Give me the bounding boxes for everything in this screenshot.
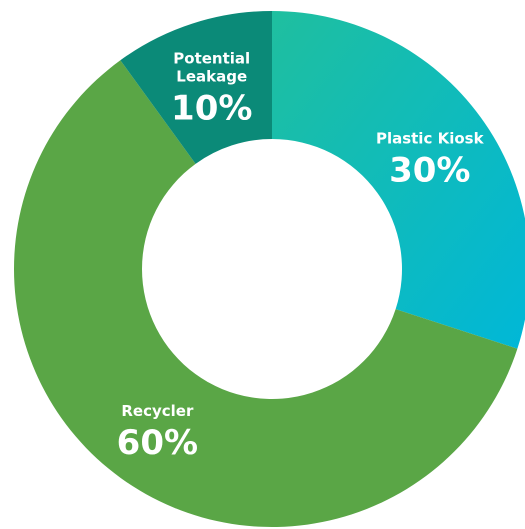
donut-labels: Plastic Kiosk 30% Recycler 60% PotentialLeak… (117, 50, 485, 463)
slice-plastic-kiosk[interactable] (272, 11, 525, 349)
donut-slices (13, 11, 525, 527)
slice-percentage: 10% (171, 89, 252, 129)
slice-label: Recycler (121, 402, 194, 420)
slice-potential-leakage[interactable] (120, 11, 272, 164)
slice-percentage: 30% (389, 150, 470, 190)
slice-percentage: 60% (117, 423, 198, 463)
slice-recycler[interactable] (13, 60, 518, 527)
slice-label: Plastic Kiosk (376, 129, 485, 147)
slice-label: Potential (173, 50, 250, 68)
slice-label: Leakage (176, 68, 247, 86)
